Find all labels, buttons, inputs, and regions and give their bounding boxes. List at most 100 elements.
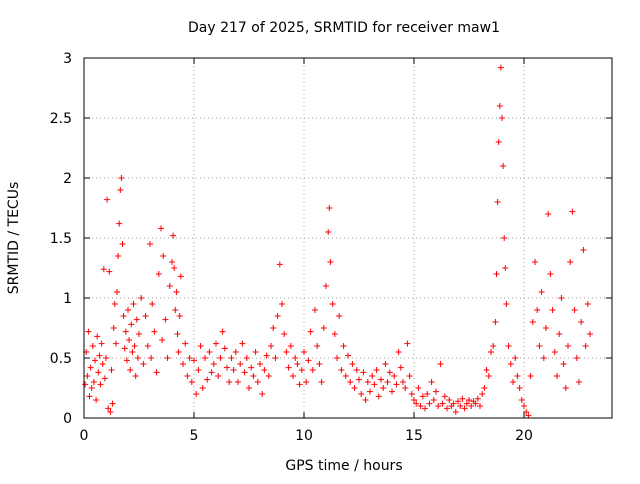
data-point xyxy=(479,391,486,397)
data-point xyxy=(134,355,141,361)
data-point xyxy=(334,355,340,361)
data-point xyxy=(364,379,371,385)
data-point xyxy=(556,331,563,337)
data-point xyxy=(380,385,387,391)
data-point xyxy=(193,391,200,397)
data-point xyxy=(558,295,565,301)
data-point xyxy=(235,379,241,385)
data-point xyxy=(197,343,204,349)
data-point xyxy=(151,328,158,335)
data-point xyxy=(538,289,545,295)
data-point xyxy=(532,259,538,265)
chart-title: Day 217 of 2025, SRMTID for receiver maw… xyxy=(188,20,500,36)
data-point xyxy=(338,367,345,373)
data-point xyxy=(97,381,104,388)
data-point xyxy=(125,307,131,313)
data-point xyxy=(103,355,109,361)
data-point xyxy=(404,340,411,347)
data-point xyxy=(219,328,226,335)
data-point xyxy=(516,385,523,391)
data-point xyxy=(114,289,120,295)
data-point xyxy=(173,289,180,295)
data-point xyxy=(206,349,213,355)
data-point xyxy=(136,331,142,337)
data-point xyxy=(272,355,279,361)
data-point xyxy=(180,361,186,367)
data-point xyxy=(213,340,219,347)
data-point xyxy=(268,343,274,349)
data-point xyxy=(226,379,233,385)
data-point xyxy=(248,364,255,371)
y-tick-label: 0.5 xyxy=(50,351,72,367)
data-point xyxy=(329,301,336,307)
data-point xyxy=(191,357,197,364)
data-point xyxy=(142,313,149,319)
data-point xyxy=(230,367,237,373)
y-tick-label: 3 xyxy=(63,51,72,67)
data-point xyxy=(115,253,122,259)
data-point xyxy=(378,376,384,383)
data-point xyxy=(149,301,156,307)
data-point xyxy=(567,259,574,265)
data-point xyxy=(495,139,502,145)
data-point xyxy=(129,349,136,355)
data-point xyxy=(90,379,97,385)
data-point xyxy=(488,349,494,355)
data-point xyxy=(215,373,222,379)
data-point xyxy=(349,361,356,367)
data-point xyxy=(287,343,294,349)
data-point xyxy=(512,355,519,361)
data-point xyxy=(87,364,94,371)
data-point xyxy=(554,373,560,379)
x-tick-label: 15 xyxy=(405,428,423,444)
data-point xyxy=(340,343,347,349)
data-point xyxy=(88,385,95,391)
y-tick-label: 1.5 xyxy=(50,231,72,247)
data-point xyxy=(393,381,400,388)
data-point xyxy=(371,381,378,388)
data-point xyxy=(397,364,404,371)
data-point xyxy=(527,373,534,379)
data-point xyxy=(573,355,580,361)
data-point xyxy=(106,268,113,275)
data-point xyxy=(496,103,503,109)
data-point xyxy=(254,379,261,385)
data-point xyxy=(362,397,369,403)
data-point xyxy=(437,361,444,367)
data-point xyxy=(123,357,130,364)
data-point xyxy=(224,364,230,371)
data-point xyxy=(298,367,305,373)
data-point xyxy=(580,247,587,253)
data-point xyxy=(263,352,270,359)
data-point xyxy=(477,403,483,409)
data-point xyxy=(411,397,417,403)
data-point xyxy=(582,343,589,349)
data-point xyxy=(259,391,266,397)
data-point xyxy=(318,379,325,385)
data-point xyxy=(551,349,558,355)
data-point xyxy=(237,361,244,367)
data-point xyxy=(110,325,117,331)
data-point xyxy=(95,369,102,376)
data-point xyxy=(560,361,567,367)
data-point xyxy=(184,373,191,379)
x-tick-label: 10 xyxy=(295,428,313,444)
data-point xyxy=(386,369,393,376)
data-point xyxy=(82,381,89,388)
data-point xyxy=(301,349,307,355)
data-point xyxy=(521,403,527,409)
data-point xyxy=(314,343,321,349)
data-point xyxy=(444,405,450,412)
data-point xyxy=(545,211,552,217)
data-point xyxy=(132,373,139,379)
data-point xyxy=(501,235,508,241)
data-point xyxy=(325,229,332,235)
data-point xyxy=(502,265,509,271)
data-point xyxy=(353,367,360,373)
data-point xyxy=(111,301,118,307)
data-point xyxy=(120,313,127,319)
data-point xyxy=(584,301,591,307)
data-point xyxy=(232,349,239,355)
data-point xyxy=(424,391,431,397)
data-point xyxy=(492,319,499,325)
